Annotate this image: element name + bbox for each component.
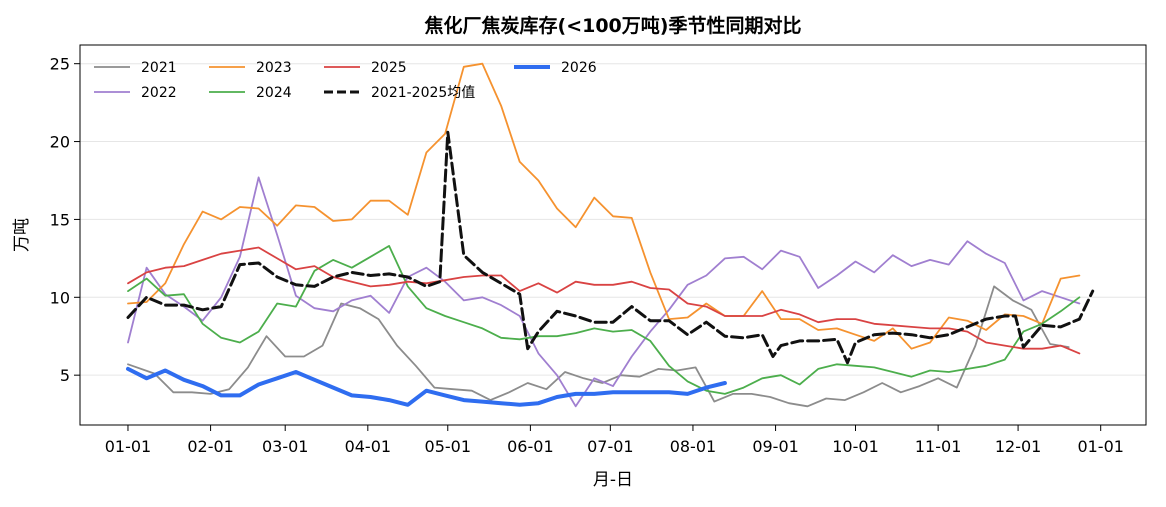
grid-lines bbox=[80, 63, 1146, 376]
y-tick-label: 5 bbox=[60, 366, 70, 385]
x-tick-label: 02-01 bbox=[187, 437, 234, 456]
x-tick-label: 08-01 bbox=[670, 437, 717, 456]
plot-frame bbox=[79, 44, 1147, 426]
y-tick-label: 15 bbox=[50, 210, 70, 229]
series-line-2024 bbox=[127, 244, 1081, 395]
y-tick-label: 25 bbox=[50, 55, 70, 74]
x-tick-label: 04-01 bbox=[345, 437, 392, 456]
x-tick-label: 01-01 bbox=[105, 437, 152, 456]
x-tick-label: 05-01 bbox=[425, 437, 472, 456]
series-line-2025 bbox=[127, 246, 1081, 355]
x-axis-ticks: 01-01 02-01 03-01 04-01 05-01 06-01 07-01 08-01… bbox=[105, 425, 1124, 456]
series-lines bbox=[126, 62, 1095, 408]
legend: 2021 2022 2023 2024 2025 2021-2025均值 2026 bbox=[94, 60, 597, 101]
x-tick-label: 09-01 bbox=[752, 437, 799, 456]
series-line-2023 bbox=[127, 62, 1081, 350]
legend-label-2022: 2022 bbox=[141, 85, 177, 101]
legend-label-2025: 2025 bbox=[371, 60, 407, 76]
x-tick-label: 12-01 bbox=[995, 437, 1042, 456]
x-tick-label: 03-01 bbox=[262, 437, 309, 456]
legend-label-2026: 2026 bbox=[561, 60, 597, 76]
legend-label-2024: 2024 bbox=[256, 85, 292, 101]
series-line-2022 bbox=[127, 176, 1081, 408]
chart-title: 焦化厂焦炭库存(<100万吨)季节性同期对比 bbox=[424, 14, 802, 37]
y-axis-title: 万吨 bbox=[12, 218, 32, 252]
x-tick-label: 10-01 bbox=[832, 437, 879, 456]
legend-label-2021-2025均值: 2021-2025均值 bbox=[371, 85, 475, 101]
x-tick-label: 07-01 bbox=[587, 437, 634, 456]
series-line-2026 bbox=[126, 366, 727, 407]
x-tick-label: 06-01 bbox=[507, 437, 554, 456]
y-axis-ticks: 5 10 15 20 25 bbox=[50, 55, 80, 385]
y-tick-label: 10 bbox=[50, 288, 70, 307]
series-line-2021-2025均值 bbox=[126, 130, 1095, 365]
x-tick-label: 01-01 bbox=[1077, 437, 1124, 456]
legend-label-2023: 2023 bbox=[256, 60, 292, 76]
x-tick-label: 11-01 bbox=[915, 437, 962, 456]
series-line-2021 bbox=[127, 285, 1070, 408]
legend-label-2021: 2021 bbox=[141, 60, 177, 76]
y-tick-label: 20 bbox=[50, 133, 70, 152]
x-axis-title: 月-日 bbox=[593, 470, 633, 490]
